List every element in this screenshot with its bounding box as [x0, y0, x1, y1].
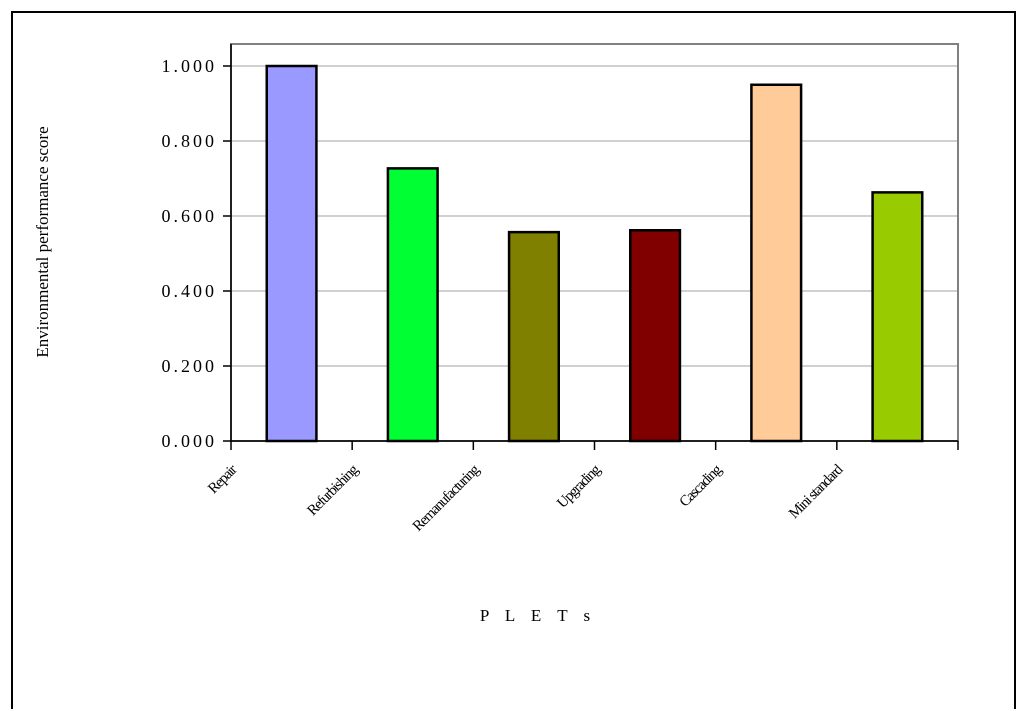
bar-remanufacturing	[507, 230, 561, 443]
bars	[265, 64, 924, 443]
x-tick-label: Remanufacturing	[410, 461, 483, 534]
x-tick-label: Refurbishing	[304, 461, 362, 519]
x-tick-label: Cascading	[677, 461, 726, 510]
x-tick-label: Repair	[205, 462, 240, 497]
axes	[223, 44, 959, 450]
y-tick-label: 0.000	[162, 431, 218, 451]
y-tick-label: 0.800	[162, 131, 218, 151]
bar-refurbishing	[386, 167, 439, 443]
y-tick-label: 0.600	[162, 206, 218, 226]
y-tick-label: 0.400	[162, 281, 218, 301]
x-tick-label: Mini standard	[786, 461, 847, 522]
bar-upgrading	[628, 229, 682, 443]
bar-repair	[265, 64, 318, 443]
y-tick-labels: 0.000 0.200 0.400 0.600 0.800 1.000	[162, 56, 218, 451]
y-tick-label: 1.000	[162, 56, 218, 76]
x-axis-title: P L E T s	[480, 606, 596, 625]
y-axis-title: Environmental performance score	[33, 126, 52, 357]
y-tick-label: 0.200	[162, 356, 218, 376]
x-tick-labels: Repair Refurbishing Remanufacturing Upgradi…	[205, 461, 847, 534]
bar-mini-standard	[871, 191, 924, 443]
x-tick-label: Upgrading	[554, 461, 604, 511]
bar-cascading	[750, 83, 803, 443]
plot-area-border	[230, 43, 959, 442]
gridlines	[231, 65, 958, 367]
